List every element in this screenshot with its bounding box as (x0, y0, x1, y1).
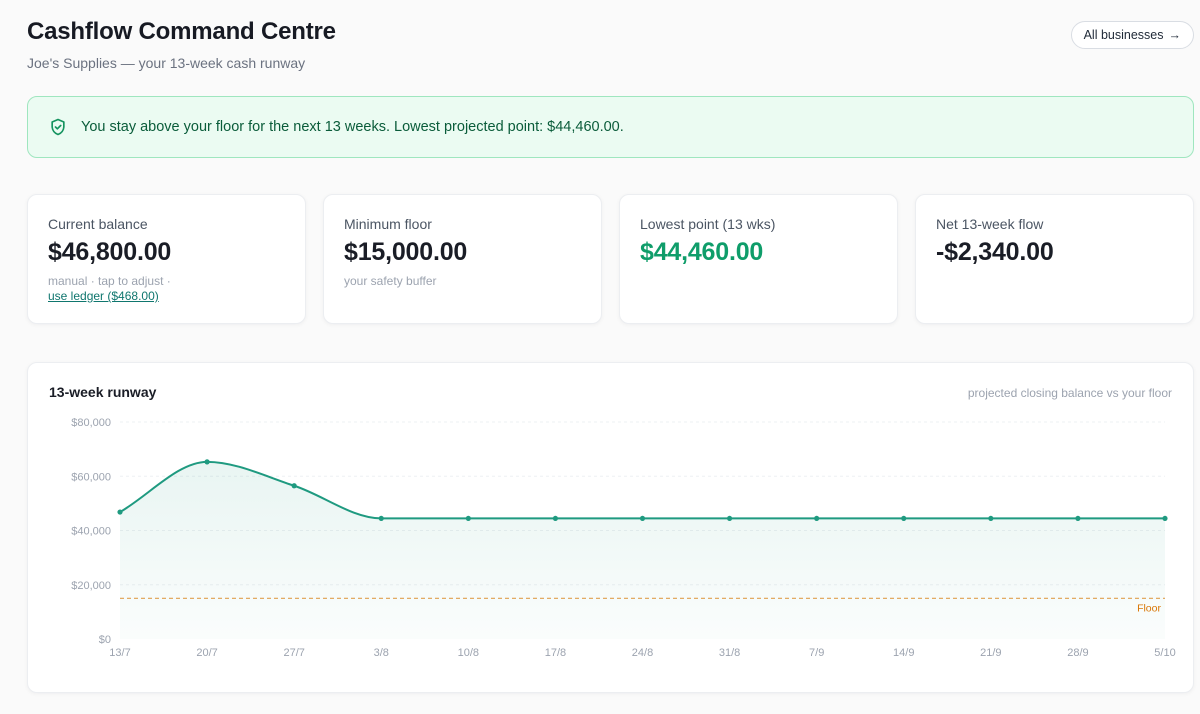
net-flow-value: -$2,340.00 (936, 238, 1054, 266)
data-point (1075, 515, 1081, 522)
arrow-right-icon: → (1168, 28, 1182, 42)
current-balance-note: manual · tap to adjust · (48, 274, 171, 288)
data-point (814, 515, 820, 522)
y-tick-label: $80,000 (71, 417, 111, 429)
all-businesses-label: All businesses (1083, 28, 1164, 42)
minimum-floor-value: $15,000.00 (344, 238, 468, 266)
use-ledger-link[interactable]: use ledger ($468.00) (48, 289, 159, 303)
y-tick-label: $20,000 (71, 580, 111, 592)
page-subtitle: Joe's Supplies — your 13-week cash runwa… (27, 55, 306, 71)
x-tick-label: 31/8 (719, 647, 740, 659)
page-header: Cashflow Command Centre Joe's Supplies —… (27, 18, 1194, 78)
data-point (204, 459, 210, 465)
x-tick-label: 21/9 (980, 647, 1001, 659)
y-tick-label: $60,000 (71, 471, 111, 483)
data-point (901, 515, 907, 522)
x-tick-label: 13/7 (109, 647, 130, 659)
x-tick-label: 27/7 (283, 647, 304, 659)
all-businesses-button[interactable]: All businesses → (1070, 21, 1194, 49)
data-point (988, 515, 994, 522)
x-tick-label: 28/9 (1067, 647, 1088, 659)
status-banner: You stay above your floor for the next 1… (27, 96, 1194, 158)
y-tick-label: $40,000 (71, 526, 111, 538)
data-point (465, 515, 471, 522)
chart-note: projected closing balance vs your floor (967, 386, 1172, 400)
lowest-point-value: $44,460.00 (640, 238, 764, 266)
runway-chart: $0 $20,000 $40,000 $60,000 $80,000 13/7 20/7 27… (71, 417, 1175, 659)
current-balance-label: Current balance (48, 216, 148, 232)
data-point (639, 515, 646, 522)
data-point (726, 515, 733, 522)
y-tick-label: $0 (99, 634, 111, 646)
minimum-floor-label: Minimum floor (344, 216, 432, 232)
x-tick-label: 24/8 (632, 647, 653, 659)
floor-label: Floor (1137, 602, 1161, 614)
current-balance-card[interactable]: Current balance $46,800.00 manual · tap … (27, 194, 306, 324)
shield-check-icon (48, 117, 68, 137)
page-title: Cashflow Command Centre (27, 18, 336, 45)
status-banner-text: You stay above your floor for the next 1… (81, 119, 624, 135)
data-point (1162, 515, 1168, 522)
minimum-floor-card: Minimum floor $15,000.00 your safety buf… (323, 194, 602, 324)
minimum-floor-note: your safety buffer (344, 274, 437, 288)
runway-chart-card: $0 $20,000 $40,000 $60,000 $80,000 13/7 20/7 27… (27, 362, 1194, 693)
net-flow-label: Net 13-week flow (936, 216, 1044, 232)
data-point (117, 509, 123, 515)
x-tick-label: 10/8 (458, 647, 479, 659)
x-tick-label: 20/7 (196, 647, 217, 659)
x-tick-label: 17/8 (545, 647, 566, 659)
lowest-point-card: Lowest point (13 wks) $44,460.00 (619, 194, 898, 324)
runway-area (120, 461, 1165, 639)
x-tick-label: 3/8 (374, 647, 389, 659)
summary-cards: Current balance $46,800.00 manual · tap … (27, 194, 1194, 324)
x-tick-label: 14/9 (893, 647, 914, 659)
current-balance-value: $46,800.00 (48, 238, 172, 266)
net-flow-card: Net 13-week flow -$2,340.00 (915, 194, 1194, 324)
chart-title: 13-week runway (49, 384, 157, 400)
data-point (291, 483, 297, 489)
data-point (378, 515, 384, 522)
data-point (552, 515, 559, 522)
x-tick-label: 7/9 (809, 647, 824, 659)
lowest-point-label: Lowest point (13 wks) (640, 216, 776, 232)
x-tick-label: 5/10 (1154, 647, 1175, 659)
